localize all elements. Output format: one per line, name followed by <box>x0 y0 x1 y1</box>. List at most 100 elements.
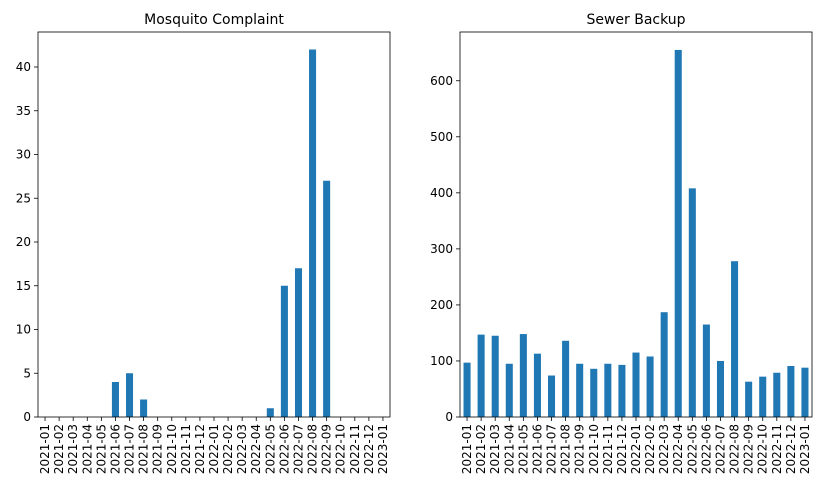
chart-1-xtick-label: 2022-03 <box>235 424 249 474</box>
chart-2-bar <box>801 367 809 417</box>
chart-1-xtick-label: 2021-06 <box>108 424 122 474</box>
chart-2-ytick-label: 600 <box>430 74 453 88</box>
chart-1-bar <box>323 180 331 417</box>
chart-1-bar <box>126 373 134 417</box>
chart-1-bar <box>309 49 317 417</box>
chart-1-xtick-label: 2022-10 <box>334 424 348 474</box>
chart-1-xtick-label: 2022-02 <box>221 424 235 474</box>
chart-2-xtick-label: 2021-04 <box>502 424 516 474</box>
chart-1-axes-frame <box>37 31 391 418</box>
chart-2-xtick-label: 2021-06 <box>530 424 544 474</box>
chart-2-ytick-label: 300 <box>430 242 453 256</box>
chart-1-xtick-label: 2021-04 <box>80 424 94 474</box>
chart-2-ytick-label: 500 <box>430 130 453 144</box>
chart-1-ytick-label: 35 <box>16 104 31 118</box>
chart-1-ytick-label: 0 <box>23 410 31 424</box>
chart-2-bar <box>562 340 570 417</box>
chart-2-ytick-label: 400 <box>430 186 453 200</box>
chart-1-ytick-label: 15 <box>16 279 31 293</box>
chart-1-xtick-label: 2021-07 <box>123 424 137 474</box>
chart-1-xtick-label: 2021-08 <box>137 424 151 474</box>
chart-1-ytick-label: 30 <box>16 148 31 162</box>
chart-1-bar <box>140 399 148 417</box>
chart-2-xtick-label: 2021-11 <box>601 424 615 474</box>
chart-2-xtick-label: 2022-10 <box>756 424 770 474</box>
chart-1-bar <box>280 285 288 417</box>
chart-1-xtick-label: 2021-05 <box>94 424 108 474</box>
chart-1-bar <box>294 268 302 417</box>
chart-2-bar <box>463 362 471 417</box>
chart-1-ytick-label: 5 <box>23 366 31 380</box>
chart-2-xtick-label: 2022-06 <box>699 424 713 474</box>
chart-2-bar <box>618 364 626 417</box>
chart-2-xtick-label: 2021-09 <box>573 424 587 474</box>
chart-2-bar <box>477 334 485 417</box>
chart-2-xtick-label: 2022-09 <box>742 424 756 474</box>
chart-1-xtick-label: 2022-04 <box>249 424 263 474</box>
chart-2-bar <box>702 324 710 417</box>
chart-2-bar <box>505 363 513 417</box>
chart-1-xtick-label: 2022-11 <box>348 424 362 474</box>
chart-1-xtick-label: 2022-12 <box>362 424 376 474</box>
chart-2-bar <box>491 335 499 417</box>
chart-2-bar <box>576 363 584 417</box>
chart-2-xtick-label: 2022-08 <box>728 424 742 474</box>
chart-2-bar <box>773 372 781 417</box>
chart-2-bar <box>716 360 724 417</box>
chart-2-axes-frame <box>459 31 813 418</box>
chart-2-xtick-label: 2022-03 <box>657 424 671 474</box>
chart-2-bar <box>660 312 668 417</box>
chart-1-xtick-label: 2022-08 <box>306 424 320 474</box>
chart-2-xtick-label: 2021-01 <box>460 424 474 474</box>
chart-2-bar <box>674 49 682 418</box>
chart-1-xtick-label: 2021-03 <box>66 424 80 474</box>
chart-2-xtick-label: 2021-12 <box>615 424 629 474</box>
chart-1-bar <box>111 382 119 417</box>
chart-2-xtick-label: 2022-12 <box>784 424 798 474</box>
chart-1-ytick-label: 40 <box>16 60 31 74</box>
chart-2-ytick-label: 100 <box>430 354 453 368</box>
chart-2-ytick-label: 200 <box>430 298 453 312</box>
chart-1-ytick-label: 10 <box>16 323 31 337</box>
chart-1-xtick-label: 2022-09 <box>320 424 334 474</box>
chart-2-xtick-label: 2021-03 <box>488 424 502 474</box>
chart-2-xtick-label: 2022-01 <box>629 424 643 474</box>
chart-1-xtick-label: 2021-02 <box>52 424 66 474</box>
chart-2-xtick-label: 2021-10 <box>587 424 601 474</box>
chart-1-title: Mosquito Complaint <box>144 12 284 28</box>
chart-2-bar <box>548 375 556 417</box>
chart-2-bar <box>533 353 541 417</box>
chart-2-bar <box>731 261 739 417</box>
chart-2-bar <box>646 356 654 417</box>
chart-1-xtick-label: 2022-05 <box>263 424 277 474</box>
chart-2-xtick-label: 2021-02 <box>474 424 488 474</box>
chart-2-bar <box>688 188 696 417</box>
chart-2-xtick-label: 2021-07 <box>545 424 559 474</box>
chart-1-xtick-label: 2022-06 <box>277 424 291 474</box>
chart-1-xtick-label: 2022-07 <box>291 424 305 474</box>
chart-2-xtick-label: 2022-11 <box>770 424 784 474</box>
chart-2-xtick-label: 2022-02 <box>643 424 657 474</box>
chart-1-xtick-label: 2022-01 <box>207 424 221 474</box>
chart-1-xtick-label: 2021-09 <box>151 424 165 474</box>
chart-2-title: Sewer Backup <box>586 12 685 28</box>
chart-2-bar <box>745 381 753 417</box>
chart-2-bar <box>759 376 767 417</box>
chart-2-bar <box>590 368 598 417</box>
chart-1-xtick-label: 2021-01 <box>38 424 52 474</box>
chart-1-xtick-label: 2021-12 <box>193 424 207 474</box>
chart-2-xtick-label: 2022-05 <box>685 424 699 474</box>
chart-1-ytick-label: 25 <box>16 191 31 205</box>
chart-1-xtick-label: 2023-01 <box>376 424 390 474</box>
chart-1-xtick-label: 2021-10 <box>165 424 179 474</box>
chart-2-xtick-label: 2021-08 <box>559 424 573 474</box>
chart-2-bar <box>519 334 527 417</box>
chart-2-ytick-label: 0 <box>445 410 453 424</box>
chart-2-xtick-label: 2022-07 <box>713 424 727 474</box>
chart-2-xtick-label: 2021-05 <box>516 424 530 474</box>
chart-2-bar <box>632 352 640 417</box>
chart-2-bar <box>787 366 795 417</box>
chart-2-xtick-label: 2022-04 <box>671 424 685 474</box>
chart-1-ytick-label: 20 <box>16 235 31 249</box>
